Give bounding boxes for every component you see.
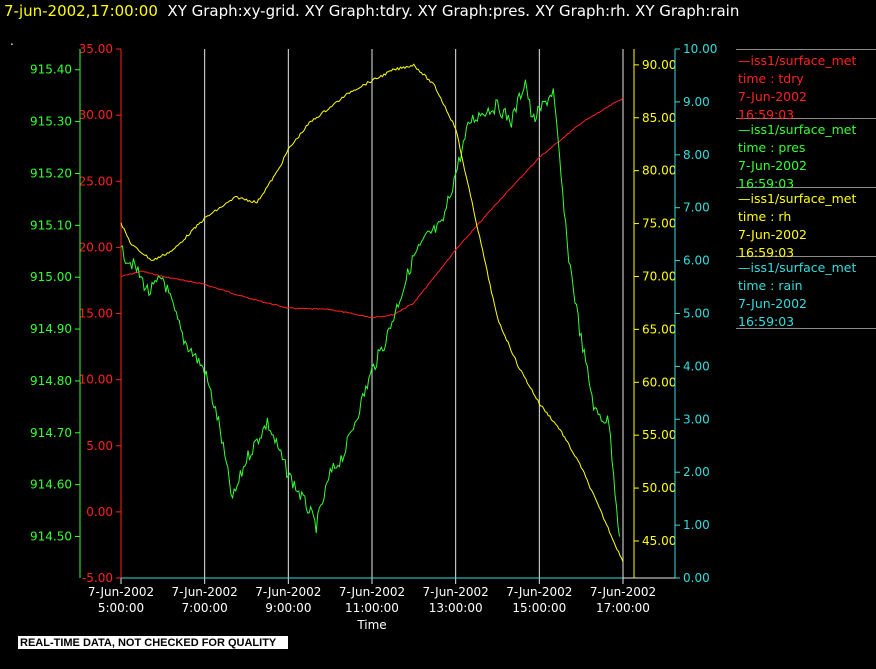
- y-tick-label-rh: 45.00: [642, 534, 676, 548]
- y-tick-label-rh: 50.00: [642, 481, 676, 495]
- y-tick-label-tdry: -5.00: [82, 571, 113, 585]
- x-tick-label-date: 7-Jun-2002: [339, 585, 405, 599]
- x-axis-label: Time: [356, 618, 386, 632]
- y-tick-label-rain: 5.00: [683, 307, 710, 321]
- x-tick-label-date: 7-Jun-2002: [88, 585, 154, 599]
- y-tick-label-pres: 915.00: [30, 270, 72, 284]
- y-tick-label-pres: 915.40: [30, 63, 72, 77]
- legend-time: 16:59:03: [738, 107, 795, 122]
- y-tick-label-tdry: 15.00: [79, 307, 113, 321]
- y-tick-label-pres: 915.20: [30, 166, 72, 180]
- y-tick-label-rain: 1.00: [683, 518, 710, 532]
- y-tick-label-tdry: 0.00: [86, 505, 113, 519]
- y-tick-label-tdry: 30.00: [79, 108, 113, 122]
- y-tick-label-pres: 914.90: [30, 322, 72, 336]
- y-tick-label-rain: 0.00: [683, 571, 710, 585]
- legend-date: 7-Jun-2002: [738, 89, 808, 104]
- y-tick-label-pres: 915.30: [30, 115, 72, 129]
- legend-date: 7-Jun-2002: [738, 227, 808, 242]
- legend-name: —iss1/surface_met: [738, 191, 857, 206]
- x-tick-label-time: 7:00:00: [182, 601, 228, 615]
- y-tick-label-pres: 914.50: [30, 530, 72, 544]
- legend-date: 7-Jun-2002: [738, 158, 808, 173]
- y-tick-label-rain: 2.00: [683, 465, 710, 479]
- x-tick-label-time: 5:00:00: [98, 601, 144, 615]
- y-tick-label-rain: 7.00: [683, 201, 710, 215]
- y-tick-label-tdry: 20.00: [79, 240, 113, 254]
- y-tick-label-rh: 75.00: [642, 217, 676, 231]
- status-dot: .: [10, 34, 14, 48]
- legend-var: time : rain: [738, 278, 803, 293]
- graph-list: XY Graph:xy-grid. XY Graph:tdry. XY Grap…: [167, 2, 740, 20]
- y-tick-label-rain: 10.00: [683, 42, 717, 56]
- legend-var: time : rh: [738, 209, 792, 224]
- y-tick-label-rh: 90.00: [642, 58, 676, 72]
- legend-name: —iss1/surface_met: [738, 260, 857, 275]
- legend-var: time : pres: [738, 140, 806, 155]
- y-tick-label-rain: 8.00: [683, 148, 710, 162]
- y-tick-label-rain: 3.00: [683, 412, 710, 426]
- y-tick-label-rh: 65.00: [642, 322, 676, 336]
- y-tick-label-pres: 914.70: [30, 426, 72, 440]
- series-line-rh: [120, 63, 624, 563]
- x-tick-label-time: 15:00:00: [512, 601, 566, 615]
- y-tick-label-rh: 60.00: [642, 375, 676, 389]
- legend-date: 7-Jun-2002: [738, 296, 808, 311]
- y-tick-label-tdry: 35.00: [79, 42, 113, 56]
- y-tick-label-rain: 4.00: [683, 359, 710, 373]
- series-line-tdry: [120, 97, 624, 319]
- legend: —iss1/surface_met time : tdry 7-Jun-2002 16…: [736, 49, 876, 329]
- y-tick-label-rh: 55.00: [642, 428, 676, 442]
- x-tick-label-date: 7-Jun-2002: [423, 585, 489, 599]
- current-timestamp: 7-jun-2002,17:00:00: [4, 2, 158, 20]
- x-tick-label-date: 7-Jun-2002: [590, 585, 656, 599]
- legend-time: 16:59:03: [738, 176, 795, 191]
- series-line-pres: [120, 79, 620, 537]
- x-tick-label-time: 9:00:00: [265, 601, 311, 615]
- x-tick-label-date: 7-Jun-2002: [255, 585, 321, 599]
- legend-time: 16:59:03: [738, 314, 795, 329]
- x-tick-label-time: 13:00:00: [429, 601, 483, 615]
- y-tick-label-tdry: 5.00: [86, 439, 113, 453]
- y-tick-label-rain: 9.00: [683, 95, 710, 109]
- y-tick-label-rh: 70.00: [642, 269, 676, 283]
- legend-time: 16:59:03: [738, 245, 795, 260]
- x-tick-label-time: 11:00:00: [345, 601, 399, 615]
- legend-name: —iss1/surface_met: [738, 122, 857, 137]
- y-tick-label-pres: 914.80: [30, 374, 72, 388]
- y-tick-label-rh: 85.00: [642, 111, 676, 125]
- x-tick-label-date: 7-Jun-2002: [506, 585, 572, 599]
- legend-var: time : tdry: [738, 71, 804, 86]
- y-tick-label-pres: 914.60: [30, 478, 72, 492]
- x-tick-label-date: 7-Jun-2002: [172, 585, 238, 599]
- y-tick-label-rain: 6.00: [683, 254, 710, 268]
- y-tick-label-rh: 80.00: [642, 164, 676, 178]
- legend-name: —iss1/surface_met: [738, 53, 857, 68]
- y-tick-label-tdry: 10.00: [79, 373, 113, 387]
- graph-title-bar: 7-jun-2002,17:00:00 XY Graph:xy-grid. XY…: [4, 2, 739, 20]
- x-tick-label-time: 17:00:00: [596, 601, 650, 615]
- quality-disclaimer: REAL-TIME DATA, NOT CHECKED FOR QUALITY: [18, 636, 289, 649]
- y-tick-label-pres: 915.10: [30, 218, 72, 232]
- y-tick-label-tdry: 25.00: [79, 174, 113, 188]
